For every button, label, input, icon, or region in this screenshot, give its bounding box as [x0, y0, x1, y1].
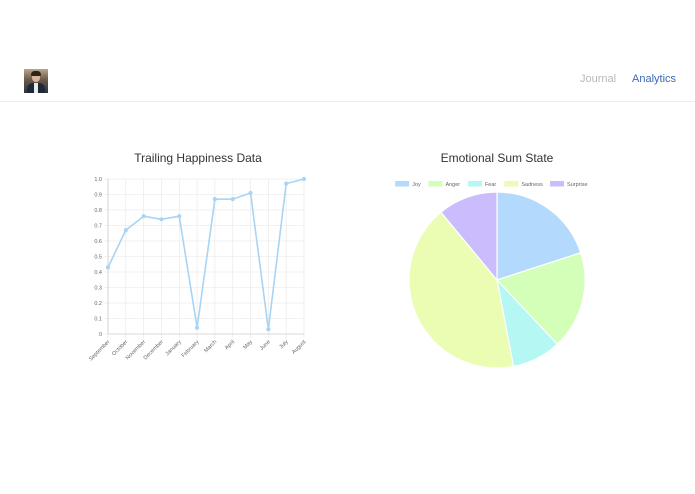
- y-tick-label: 0.8: [94, 208, 102, 214]
- legend-swatch-sadness[interactable]: [504, 181, 519, 187]
- y-tick-label: 0.5: [94, 255, 102, 261]
- data-point[interactable]: [123, 228, 128, 233]
- y-tick-label: 0.9: [94, 193, 102, 199]
- y-tick-label: 0.3: [94, 286, 102, 292]
- legend-swatch-anger[interactable]: [428, 181, 443, 187]
- pie-slice-anger[interactable]: [495, 252, 586, 345]
- data-point[interactable]: [141, 214, 146, 219]
- legend-label-fear[interactable]: Fear: [485, 182, 496, 188]
- y-tick-label: 0: [99, 332, 102, 338]
- data-point[interactable]: [266, 327, 271, 332]
- avatar[interactable]: [24, 69, 48, 93]
- y-tick-label: 0.2: [94, 301, 102, 307]
- y-tick-label: 0.6: [94, 239, 102, 245]
- emotion-chart-title: Emotional Sum State: [440, 151, 554, 165]
- legend-label-sadness[interactable]: Sadness: [521, 182, 543, 188]
- data-point[interactable]: [212, 197, 218, 202]
- data-point[interactable]: [301, 176, 307, 182]
- avatar-shirt: [34, 83, 38, 93]
- legend-label-anger[interactable]: Anger: [445, 182, 460, 188]
- data-point[interactable]: [159, 217, 164, 222]
- pie-slice-sadness[interactable]: [408, 211, 515, 369]
- data-point[interactable]: [284, 181, 289, 186]
- y-tick-label: 0.4: [94, 270, 102, 276]
- legend-label-joy[interactable]: Joy: [412, 182, 421, 188]
- data-point[interactable]: [248, 190, 253, 196]
- happiness-chart-title: Trailing Happiness Data: [134, 151, 262, 165]
- legend-swatch-joy[interactable]: [395, 181, 410, 187]
- data-point[interactable]: [230, 197, 235, 202]
- x-tick-label: July: [278, 339, 289, 350]
- happiness-series-line: [107, 178, 305, 331]
- y-tick-label: 0.1: [94, 317, 102, 323]
- pie-slice-surprise[interactable]: [440, 191, 498, 282]
- avatar-face: [32, 72, 40, 82]
- nav-link-journal[interactable]: Journal: [580, 73, 617, 85]
- data-point[interactable]: [105, 265, 111, 270]
- navbar: Journal Analytics: [0, 58, 695, 102]
- legend-swatch-fear[interactable]: [467, 181, 482, 187]
- pie-slice-joy[interactable]: [496, 191, 582, 281]
- y-tick-label: 0.7: [94, 224, 102, 230]
- legend-swatch-surprise[interactable]: [550, 181, 565, 187]
- legend-label-surprise[interactable]: Surprise: [567, 182, 587, 188]
- data-point[interactable]: [194, 325, 200, 330]
- nav-link-analytics[interactable]: Analytics: [632, 73, 677, 85]
- x-tick-label: May: [242, 339, 254, 351]
- data-point[interactable]: [177, 214, 182, 219]
- avatar-hair: [31, 71, 41, 76]
- y-tick-label: 1.0: [94, 177, 102, 183]
